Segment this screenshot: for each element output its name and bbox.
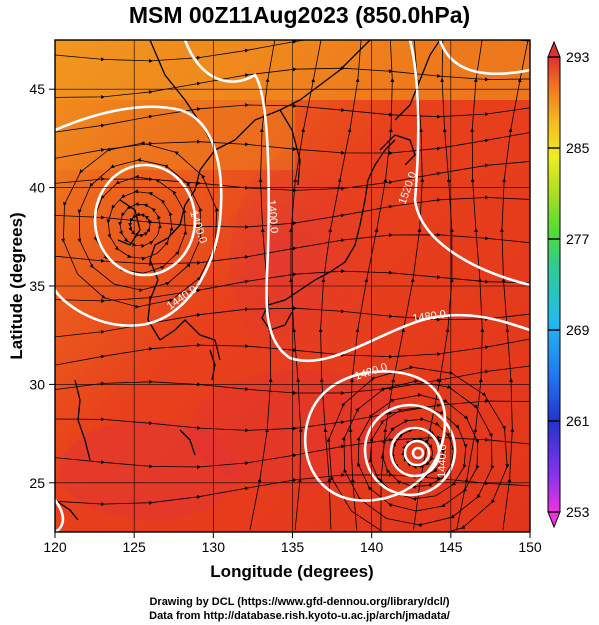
contour-label: 1400.0 bbox=[265, 199, 280, 234]
x-tick-label: 120 bbox=[43, 539, 67, 555]
data-credit: Data from http://database.rish.kyoto-u.a… bbox=[149, 610, 450, 622]
x-tick-label: 135 bbox=[281, 539, 305, 555]
grid bbox=[55, 40, 530, 532]
streamlines bbox=[55, 40, 530, 532]
y-tick-label: 25 bbox=[29, 475, 45, 491]
colorbar-tick-label: 261 bbox=[566, 413, 590, 429]
colorbar-tick-label: 293 bbox=[566, 49, 590, 65]
streamline bbox=[55, 40, 530, 63]
colorbar-tick-label: 277 bbox=[566, 231, 590, 247]
x-axis-label: Longitude (degrees) bbox=[210, 562, 373, 581]
x-tick-label: 125 bbox=[122, 539, 146, 555]
colorbar-tick-label: 285 bbox=[566, 140, 590, 156]
x-tick-label: 140 bbox=[360, 539, 384, 555]
streamline bbox=[55, 66, 530, 100]
colorbar-bottom-arrow bbox=[547, 511, 561, 529]
y-tick-label: 40 bbox=[29, 180, 45, 196]
colorbar-tick-label: 269 bbox=[566, 322, 590, 338]
contour-label: 1480.0 bbox=[412, 308, 447, 325]
x-tick-label: 145 bbox=[439, 539, 463, 555]
streamline bbox=[499, 40, 529, 531]
chart-title: MSM 00Z11Aug2023 (850.0hPa) bbox=[128, 2, 471, 28]
y-tick-label: 45 bbox=[29, 81, 45, 97]
y-tick-label: 30 bbox=[29, 376, 45, 392]
colorbar-scale bbox=[547, 56, 561, 513]
drawing-credit: Drawing by DCL (https://www.gfd-dennou.o… bbox=[149, 596, 450, 608]
colorbar: 293 285 277 269 261 253 bbox=[547, 40, 590, 529]
streamline bbox=[288, 40, 322, 531]
contours bbox=[55, 40, 530, 532]
y-axis-label: Latitude (degrees) bbox=[7, 212, 26, 359]
streamline bbox=[456, 40, 485, 531]
x-tick-labels: 120 125 130 135 140 145 150 bbox=[43, 532, 542, 555]
y-tick-label: 35 bbox=[29, 278, 45, 294]
contour-label: 1440.0 bbox=[436, 444, 449, 478]
x-tick-label: 150 bbox=[518, 539, 542, 555]
colorbar-top-arrow bbox=[547, 40, 561, 58]
x-tick-label: 130 bbox=[202, 539, 226, 555]
y-tick-labels: 25 30 35 40 45 bbox=[29, 81, 55, 491]
colorbar-tick-label: 253 bbox=[566, 504, 590, 520]
